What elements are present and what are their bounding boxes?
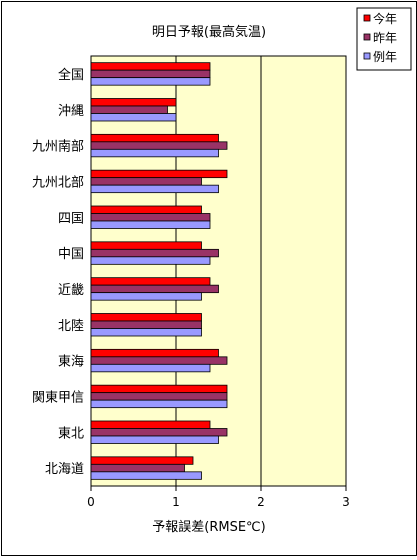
bar-中国-例年 [90, 256, 211, 265]
bar-東海-例年 [90, 363, 211, 373]
bar-九州北部-昨年 [90, 177, 202, 186]
legend-swatch-昨年 [363, 33, 371, 41]
bar-近畿-今年 [90, 277, 211, 286]
bar-九州南部-今年 [90, 133, 219, 143]
bar-北海道-例年 [90, 471, 202, 480]
x-tick-label: 3 [342, 495, 350, 509]
legend-label-今年: 今年 [373, 11, 397, 26]
bar-北陸-今年 [90, 313, 202, 322]
bar-四国-昨年 [90, 213, 211, 222]
grid-lines [175, 56, 262, 486]
bar-東北-例年 [90, 435, 219, 444]
bars-group [90, 62, 228, 480]
bar-北海道-今年 [90, 456, 194, 465]
x-tick-label: 2 [257, 495, 265, 509]
bar-四国-例年 [90, 220, 211, 229]
x-tick-label: 1 [172, 495, 180, 509]
category-label: 東海 [58, 354, 84, 370]
category-label: 近畿 [58, 283, 84, 298]
bar-近畿-昨年 [90, 284, 219, 294]
bar-中国-昨年 [90, 248, 219, 258]
category-label: 中国 [58, 247, 84, 262]
category-label: 沖縄 [58, 104, 84, 119]
bar-九州南部-昨年 [90, 141, 228, 150]
bar-沖縄-例年 [90, 113, 177, 122]
bar-北陸-昨年 [90, 320, 202, 329]
bar-全国-例年 [90, 77, 211, 86]
category-label: 九州北部 [32, 175, 84, 190]
category-label: 全国 [58, 67, 84, 83]
bar-中国-今年 [90, 241, 202, 250]
bar-近畿-例年 [90, 292, 202, 301]
x-ticks: 0 1 2 3 [87, 486, 350, 509]
bar-九州南部-例年 [90, 148, 219, 158]
x-tick-label: 0 [87, 495, 95, 509]
category-label: 九州南部 [32, 139, 84, 155]
category-label: 北陸 [58, 318, 84, 334]
legend-label-例年: 例年 [373, 50, 397, 64]
category-label: 関東甲信 [32, 389, 84, 405]
legend-swatch-今年 [363, 14, 371, 22]
category-label: 北海道 [45, 462, 84, 477]
bar-東北-今年 [90, 420, 211, 429]
bar-関東甲信-例年 [90, 399, 228, 409]
bar-全国-昨年 [90, 69, 211, 79]
bar-北陸-例年 [90, 328, 202, 337]
bar-関東甲信-今年 [90, 384, 228, 394]
category-label: 四国 [58, 211, 84, 226]
bar-東海-昨年 [90, 356, 228, 365]
chart-title: 明日予報(最高気温) [152, 24, 266, 40]
bar-全国-今年 [90, 62, 211, 71]
bar-関東甲信-昨年 [90, 392, 228, 401]
bar-北海道-昨年 [90, 463, 185, 473]
bar-沖縄-今年 [90, 98, 177, 107]
bar-東北-昨年 [90, 428, 228, 437]
x-axis-label: 予報誤差(RMSE℃) [152, 519, 265, 535]
category-label: 東北 [58, 425, 84, 441]
bar-九州北部-例年 [90, 184, 219, 194]
bar-四国-今年 [90, 205, 202, 214]
bar-東海-今年 [90, 348, 219, 358]
plot-area [90, 55, 347, 487]
bar-九州北部-今年 [90, 169, 228, 179]
legend-label-昨年: 昨年 [373, 31, 397, 45]
legend-swatch-例年 [363, 52, 371, 60]
bar-沖縄-昨年 [90, 105, 168, 114]
